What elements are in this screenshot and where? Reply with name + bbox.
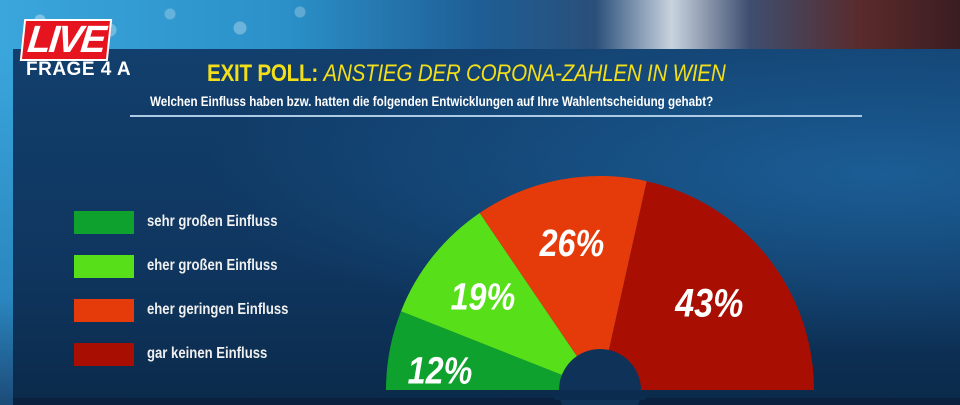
chart-value-label: 19% <box>451 276 516 318</box>
legend-label: eher großen Einfluss <box>147 257 278 274</box>
legend-label: gar keinen Einfluss <box>147 345 268 362</box>
question-text: Welchen Einfluss haben bzw. hatten die f… <box>150 93 714 109</box>
chart-value-label: 43% <box>674 280 743 325</box>
chart-slice <box>401 213 600 390</box>
legend-label: eher geringen Einfluss <box>147 301 289 318</box>
legend-swatch-eher-gering <box>74 298 134 322</box>
chart-hole-mask <box>555 390 645 400</box>
chart-slice <box>479 176 647 390</box>
legend-item: eher geringen Einfluss <box>74 288 319 332</box>
page-title: EXIT POLL: ANSTIEG DER CORONA-ZAHLEN IN … <box>207 60 726 88</box>
chart-value-label: 26% <box>539 223 605 265</box>
chart-value-labels: 12% 19% 26% 43% <box>408 223 744 392</box>
chart-slice <box>600 181 814 390</box>
legend-item: gar keinen Einfluss <box>74 332 319 376</box>
panel-bottom-strip <box>13 398 960 405</box>
background-edge <box>0 50 14 405</box>
chart-slices <box>386 176 814 390</box>
chart-legend: sehr großen Einfluss eher großen Einflus… <box>74 200 319 376</box>
title-topic: ANSTIEG DER CORONA-ZAHLEN IN WIEN <box>323 60 726 87</box>
chart-value-label: 12% <box>408 350 473 392</box>
legend-swatch-gar-kein <box>74 342 134 366</box>
background-banner <box>0 0 960 50</box>
legend-swatch-eher-gross <box>74 254 134 278</box>
title-prefix: EXIT POLL: <box>207 60 318 87</box>
question-number: FRAGE 4 A <box>26 59 132 80</box>
legend-label: sehr großen Einfluss <box>147 213 278 230</box>
legend-item: eher großen Einfluss <box>74 244 319 288</box>
legend-item: sehr großen Einfluss <box>74 200 319 244</box>
chart-slice <box>386 311 600 390</box>
legend-swatch-sehr-gross <box>74 210 134 234</box>
title-underline <box>130 115 862 117</box>
